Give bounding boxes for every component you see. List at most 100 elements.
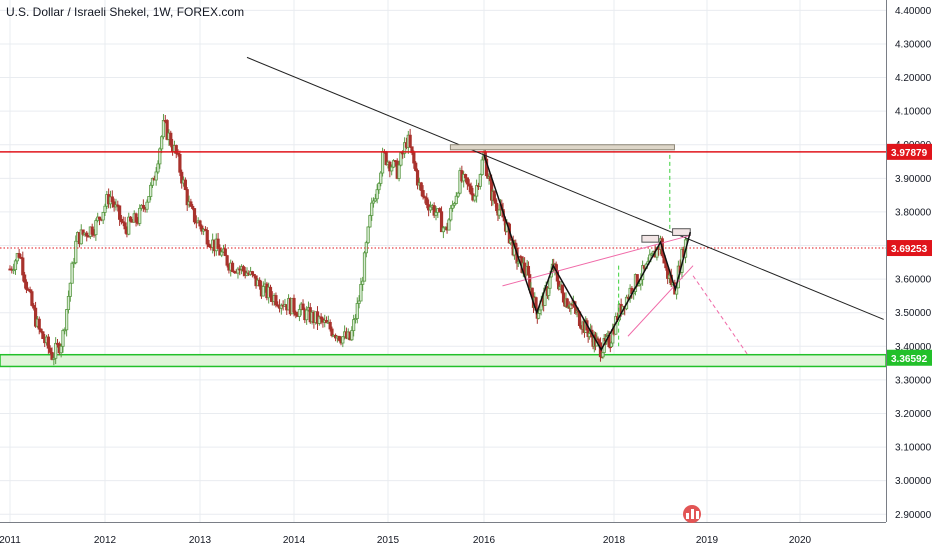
candle-body	[12, 269, 16, 272]
candle-body	[119, 218, 124, 223]
candle-body	[46, 336, 50, 349]
candle-body	[447, 219, 451, 231]
candle-body	[138, 207, 142, 224]
candle-body	[192, 208, 197, 223]
candle-body	[147, 196, 151, 203]
candle-body	[469, 185, 473, 195]
candle-body	[480, 159, 484, 175]
candle-body	[438, 208, 442, 213]
candle-body	[297, 309, 302, 317]
candle-body	[330, 328, 334, 337]
candle-body	[220, 251, 224, 256]
candle-body	[252, 273, 256, 277]
candle-body	[355, 303, 359, 319]
candle-body	[408, 134, 412, 148]
candle-body	[17, 253, 21, 258]
candle-body	[423, 196, 427, 199]
downtrend-line	[246, 56, 884, 320]
candle-body	[169, 132, 173, 146]
y-tick-label: 3.00000	[895, 476, 932, 487]
candle-body	[368, 215, 372, 228]
candle-body	[97, 216, 102, 220]
candle-body	[324, 319, 329, 324]
y-tick-label: 4.10000	[895, 107, 932, 118]
pink-projection-line	[692, 275, 750, 357]
price-label-box	[887, 143, 932, 160]
candle-body	[458, 170, 462, 194]
candle-body	[639, 279, 643, 285]
candle-body	[66, 295, 71, 310]
x-tick-label: 2018	[603, 535, 626, 546]
price-label-box	[887, 240, 932, 257]
candle-body	[50, 351, 54, 360]
time-axis: 2011 2012 2013 2014 2015 2016 2018 2019 2020	[0, 522, 886, 546]
candle-body	[203, 228, 208, 231]
y-tick-label: 4.30000	[895, 39, 932, 50]
candle-body	[54, 342, 58, 359]
candle-body	[189, 201, 193, 207]
candle-body	[370, 202, 374, 216]
candle-body	[24, 281, 29, 290]
candle-body	[441, 227, 445, 233]
candle-body	[454, 195, 458, 204]
support-zone	[0, 353, 887, 368]
candle-body	[379, 172, 383, 184]
candle-body	[362, 252, 367, 282]
candle-body	[319, 316, 323, 320]
drawings-layer	[0, 56, 886, 357]
candle-body	[465, 177, 469, 185]
candle-body	[412, 152, 416, 164]
candle-body	[216, 238, 220, 249]
candle-body	[301, 303, 305, 311]
candle-body	[353, 318, 358, 321]
x-tick-label: 2020	[789, 535, 812, 546]
candle-body	[388, 161, 392, 172]
candle-body	[48, 347, 52, 353]
candle-body	[39, 328, 43, 333]
y-tick-label: 3.40000	[895, 342, 932, 353]
candle-body	[72, 262, 76, 265]
candle-body	[180, 171, 184, 184]
candle-body	[350, 330, 354, 341]
candle-body	[23, 274, 27, 283]
candle-body	[649, 253, 654, 256]
watermark-logo	[683, 505, 701, 523]
small-rectangle-1	[641, 234, 660, 243]
y-tick-label: 4.20000	[895, 73, 932, 84]
y-tick-label: 4.40000	[895, 6, 932, 17]
candle-body	[361, 280, 365, 285]
candle-body	[274, 295, 278, 306]
candle-body	[150, 177, 155, 186]
top-rectangle	[449, 144, 675, 151]
chart-title: U.S. Dollar / Israeli Shekel, 1W, FOREX.…	[6, 5, 245, 19]
candle-body	[33, 307, 38, 327]
candle-body	[666, 267, 670, 279]
candle-body	[473, 195, 477, 201]
candle-body	[359, 283, 363, 302]
candle-body	[145, 201, 149, 210]
candle-body	[317, 316, 321, 324]
candle-body	[61, 330, 65, 347]
candle-body	[13, 260, 18, 271]
candle-body	[41, 331, 45, 340]
y-tick-label: 3.90000	[895, 174, 932, 185]
candle-body	[160, 136, 164, 150]
candle-body	[32, 305, 36, 309]
grid-lines	[0, 0, 886, 522]
candle-body	[380, 151, 385, 174]
candle-body	[241, 266, 245, 272]
candle-body	[403, 142, 407, 154]
candle-body	[200, 225, 204, 232]
candle-body	[475, 185, 479, 197]
candle-body	[258, 279, 262, 287]
candle-body	[79, 229, 83, 245]
candle-body	[118, 205, 122, 220]
candle-body	[112, 201, 116, 208]
price-axis: 2.90000 3.00000 3.10000 3.20000 3.30000 3.400…	[886, 0, 932, 522]
x-tick-label: 2016	[473, 535, 496, 546]
candle-body	[377, 183, 381, 191]
candle-body	[103, 205, 107, 213]
candle-body	[414, 162, 418, 171]
candle-body	[128, 216, 133, 222]
